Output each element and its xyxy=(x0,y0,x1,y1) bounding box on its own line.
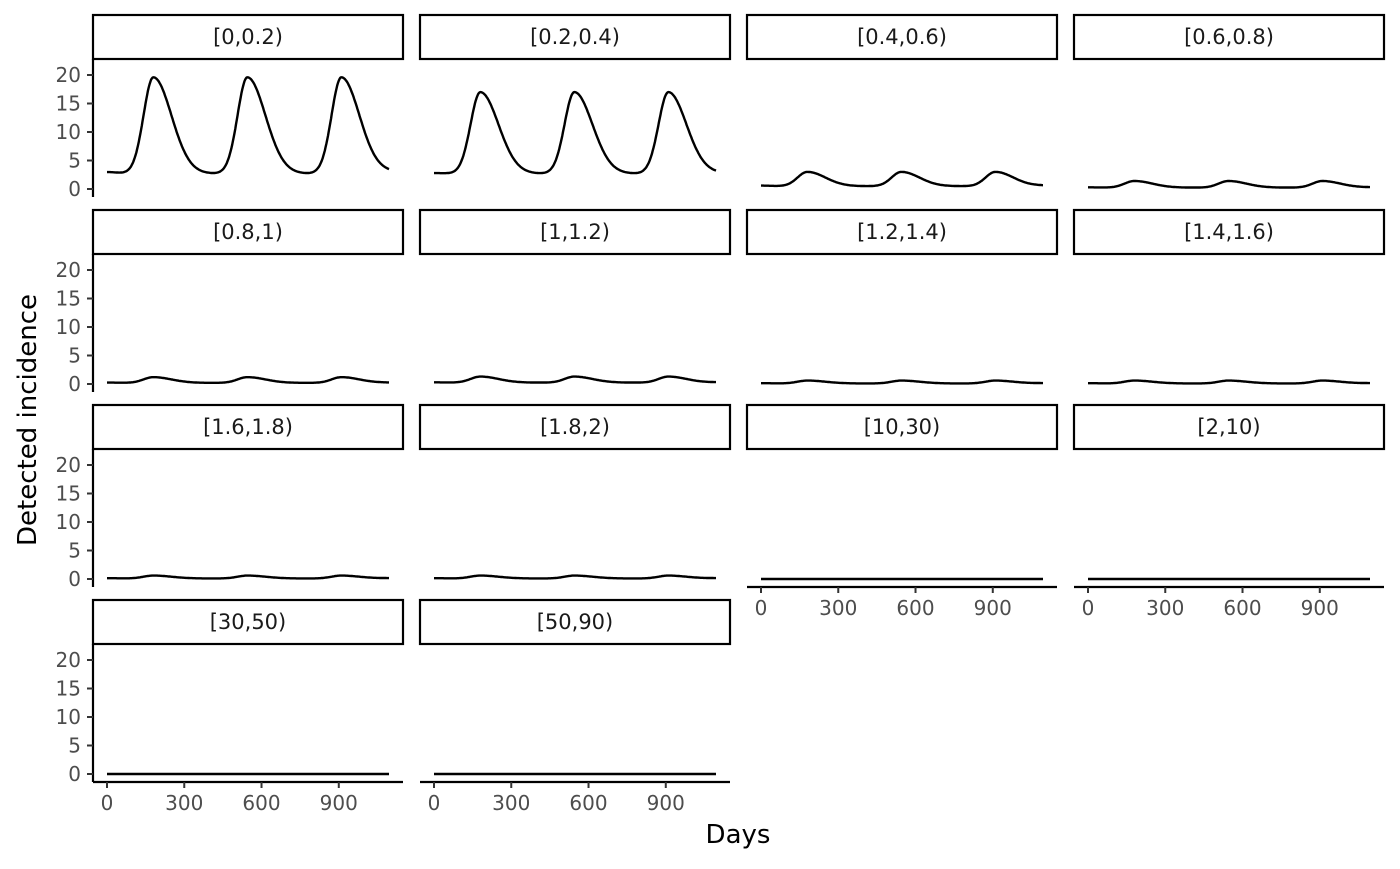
x-tick-label: 300 xyxy=(492,791,530,815)
facet-strip-label: [2,10) xyxy=(1197,415,1260,439)
facet-strip xyxy=(91,598,405,646)
x-tick-label: 600 xyxy=(1223,596,1261,620)
y-tick-label: 5 xyxy=(68,539,81,563)
x-tick-label: 900 xyxy=(647,791,685,815)
facet-panel: [1,1.2) xyxy=(418,208,732,384)
x-tick-label: 900 xyxy=(1301,596,1339,620)
facet-panel: [0,0.2) 0 5 10 15 20 xyxy=(56,13,405,201)
y-tick-label: 15 xyxy=(56,482,81,506)
facet-panel: [30,50) 0 5 10 15 20 0 300 600 900 xyxy=(56,598,405,815)
facet-strip xyxy=(91,208,405,256)
x-tick-label: 0 xyxy=(755,596,768,620)
facet-strip xyxy=(418,13,732,61)
y-tick-label: 0 xyxy=(68,177,81,201)
series-line xyxy=(106,76,390,175)
facet-panel: [1.4,1.6) xyxy=(1072,208,1386,385)
series-line xyxy=(1087,379,1371,385)
facet-strip-label: [0,0.2) xyxy=(213,25,283,49)
x-axis-title: Days xyxy=(706,820,771,850)
y-tick-label: 15 xyxy=(56,287,81,311)
facet-strip xyxy=(91,403,405,451)
facet-strip-label: [1.4,1.6) xyxy=(1184,220,1274,244)
facet-strip-label: [50,90) xyxy=(537,610,614,634)
facet-strip xyxy=(418,208,732,256)
x-tick-label: 300 xyxy=(819,596,857,620)
x-tick-label: 300 xyxy=(165,791,203,815)
y-axis-title: Detected incidence xyxy=(13,294,43,546)
facet-panel: [0.2,0.4) xyxy=(418,13,732,175)
y-tick-label: 10 xyxy=(56,120,81,144)
series-line xyxy=(106,574,390,580)
facet-panel: [1.6,1.8) 0 5 10 15 20 xyxy=(56,403,405,591)
x-tick-label: 600 xyxy=(242,791,280,815)
facet-strip xyxy=(745,208,1059,256)
y-tick-label: 20 xyxy=(56,648,81,672)
facet-strip xyxy=(91,13,405,61)
facet-strip-label: [0.2,0.4) xyxy=(530,25,620,49)
facet-strip-label: [1.6,1.8) xyxy=(203,415,293,439)
facet-strip xyxy=(745,13,1059,61)
facet-panel: [2,10) 0 300 600 900 xyxy=(1072,403,1386,620)
facet-strip xyxy=(1072,13,1386,61)
series-line xyxy=(760,170,1044,188)
y-tick-label: 20 xyxy=(56,258,81,282)
facet-strip xyxy=(1072,208,1386,256)
y-tick-label: 0 xyxy=(68,567,81,591)
x-tick-label: 0 xyxy=(428,791,441,815)
x-tick-label: 900 xyxy=(974,596,1012,620)
x-tick-label: 900 xyxy=(320,791,358,815)
x-tick-label: 600 xyxy=(569,791,607,815)
y-tick-label: 20 xyxy=(56,63,81,87)
facet-strip-label: [10,30) xyxy=(864,415,941,439)
facet-strip-label: [30,50) xyxy=(210,610,287,634)
facet-panels: [0,0.2) 0 5 10 15 20 [0.2,0.4) [0.4,0.6) [0.6,0.… xyxy=(56,13,1386,815)
facet-strip xyxy=(418,403,732,451)
series-line xyxy=(433,90,717,175)
facet-strip xyxy=(418,598,732,646)
y-tick-label: 10 xyxy=(56,510,81,534)
facet-panel: [1.2,1.4) xyxy=(745,208,1059,385)
series-line xyxy=(433,574,717,580)
y-tick-label: 15 xyxy=(56,92,81,116)
series-line xyxy=(1087,179,1371,189)
y-tick-label: 20 xyxy=(56,453,81,477)
facet-strip xyxy=(1072,403,1386,451)
y-tick-label: 5 xyxy=(68,344,81,368)
facet-panel: [0.4,0.6) xyxy=(745,13,1059,188)
series-line xyxy=(106,376,390,384)
facet-strip-label: [0.6,0.8) xyxy=(1184,25,1274,49)
y-tick-label: 15 xyxy=(56,677,81,701)
facet-strip xyxy=(745,403,1059,451)
facet-strip-label: [1.8,2) xyxy=(540,415,610,439)
facet-panel: [0.6,0.8) xyxy=(1072,13,1386,189)
series-line xyxy=(760,379,1044,385)
y-tick-label: 5 xyxy=(68,734,81,758)
facet-panel: [50,90) 0 300 600 900 xyxy=(418,598,732,815)
y-tick-label: 5 xyxy=(68,149,81,173)
facet-strip-label: [1.2,1.4) xyxy=(857,220,947,244)
series-line xyxy=(433,375,717,384)
facet-panel: [10,30) 0 300 600 900 xyxy=(745,403,1059,620)
y-tick-label: 10 xyxy=(56,315,81,339)
y-tick-label: 0 xyxy=(68,762,81,786)
facet-panel: [1.8,2) xyxy=(418,403,732,580)
facet-strip-label: [0.8,1) xyxy=(213,220,283,244)
x-tick-label: 0 xyxy=(101,791,114,815)
x-tick-label: 0 xyxy=(1082,596,1095,620)
x-tick-label: 600 xyxy=(896,596,934,620)
facet-strip-label: [0.4,0.6) xyxy=(857,25,947,49)
x-tick-label: 300 xyxy=(1146,596,1184,620)
facet-strip-label: [1,1.2) xyxy=(540,220,610,244)
facet-panel: [0.8,1) 0 5 10 15 20 xyxy=(56,208,405,396)
y-tick-label: 0 xyxy=(68,372,81,396)
y-tick-label: 10 xyxy=(56,705,81,729)
